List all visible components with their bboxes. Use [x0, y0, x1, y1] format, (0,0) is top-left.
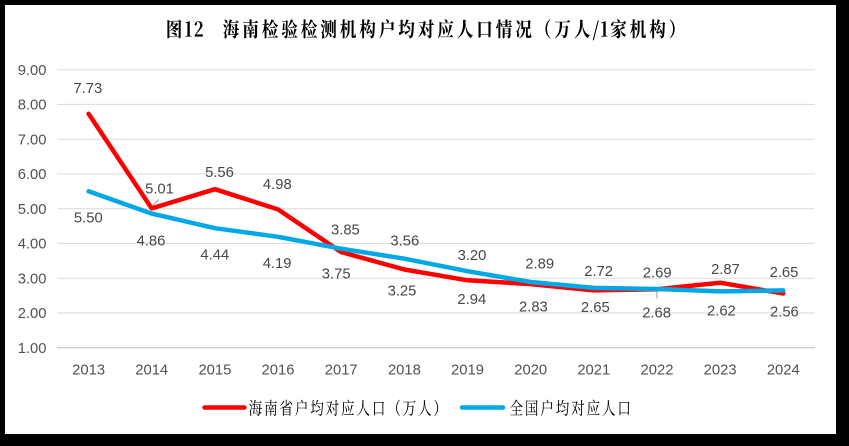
svg-text:1.00: 1.00: [18, 341, 47, 357]
svg-text:3.85: 3.85: [331, 222, 360, 238]
svg-text:2017: 2017: [325, 362, 358, 378]
svg-text:2020: 2020: [514, 362, 547, 378]
svg-text:2.65: 2.65: [770, 265, 799, 281]
svg-text:2.83: 2.83: [519, 299, 548, 315]
svg-text:4.86: 4.86: [137, 234, 166, 250]
svg-text:5.50: 5.50: [74, 211, 103, 227]
svg-text:2019: 2019: [451, 362, 484, 378]
svg-text:6.00: 6.00: [18, 167, 47, 183]
svg-text:2.69: 2.69: [643, 266, 672, 282]
svg-text:3.25: 3.25: [388, 284, 417, 300]
svg-text:4.44: 4.44: [200, 248, 229, 264]
svg-text:2.00: 2.00: [18, 306, 47, 322]
svg-text:2015: 2015: [198, 362, 231, 378]
svg-text:7.00: 7.00: [18, 132, 47, 148]
svg-text:2014: 2014: [135, 362, 168, 378]
svg-text:2.89: 2.89: [525, 257, 554, 273]
svg-text:2.94: 2.94: [457, 292, 486, 308]
svg-text:5.00: 5.00: [18, 202, 47, 218]
svg-text:2.87: 2.87: [711, 262, 740, 278]
svg-text:2013: 2013: [72, 362, 105, 378]
svg-text:2018: 2018: [388, 362, 421, 378]
svg-text:2023: 2023: [704, 362, 737, 378]
svg-text:4.00: 4.00: [18, 237, 47, 253]
svg-text:9.00: 9.00: [18, 63, 47, 79]
svg-text:3.00: 3.00: [18, 271, 47, 287]
svg-text:2.56: 2.56: [770, 305, 799, 321]
svg-text:2022: 2022: [641, 362, 674, 378]
svg-text:2.72: 2.72: [584, 264, 613, 280]
svg-text:4.98: 4.98: [263, 177, 292, 193]
svg-text:2.65: 2.65: [581, 300, 610, 316]
svg-text:7.73: 7.73: [73, 81, 102, 97]
svg-text:2.68: 2.68: [642, 306, 671, 322]
svg-text:5.56: 5.56: [205, 165, 234, 181]
svg-text:2021: 2021: [577, 362, 610, 378]
svg-text:3.56: 3.56: [390, 233, 419, 249]
svg-text:2016: 2016: [262, 362, 295, 378]
svg-text:2.62: 2.62: [707, 303, 736, 319]
svg-text:3.20: 3.20: [458, 248, 487, 264]
svg-text:4.19: 4.19: [263, 256, 292, 272]
svg-text:3.75: 3.75: [322, 267, 351, 283]
svg-text:2024: 2024: [767, 362, 800, 378]
svg-text:5.01: 5.01: [145, 182, 174, 198]
svg-text:8.00: 8.00: [18, 98, 47, 114]
